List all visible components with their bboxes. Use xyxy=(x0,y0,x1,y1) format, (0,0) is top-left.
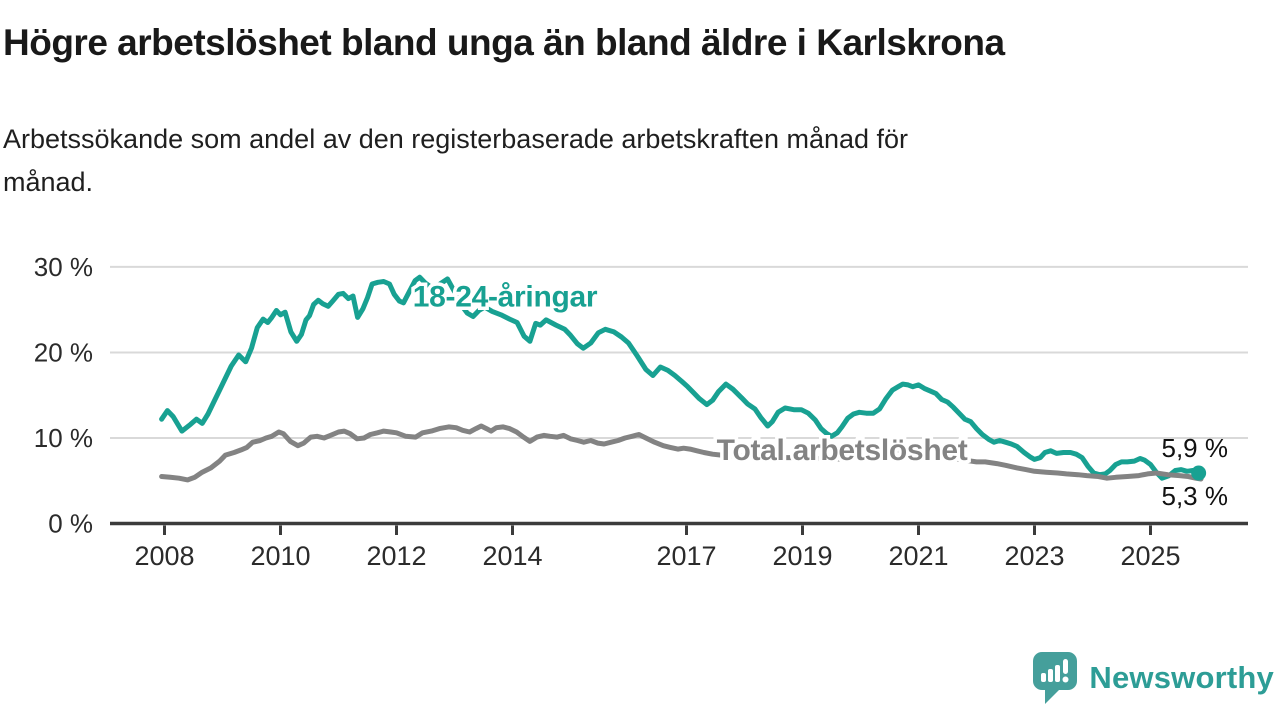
series-line-total xyxy=(159,423,1204,483)
series-end-dot xyxy=(1191,465,1207,481)
x-tick-label: 2012 xyxy=(366,541,426,571)
x-tick-label: 2021 xyxy=(888,541,948,571)
newsworthy-logo-icon xyxy=(1033,652,1078,704)
chart-subtitle: Arbetssökande som andel av den registerb… xyxy=(3,124,909,198)
x-tick-label: 2008 xyxy=(134,541,194,571)
brand-name: Newsworthy xyxy=(1089,660,1274,695)
x-tick-label: 2025 xyxy=(1120,541,1180,571)
exclamation-bar xyxy=(1063,659,1069,674)
exclamation-dot xyxy=(1062,676,1069,683)
x-tick-label: 2019 xyxy=(772,541,832,571)
y-tick-label: 10 % xyxy=(34,423,93,453)
y-tick-label: 0 % xyxy=(48,509,93,539)
end-value-label-total: 5,3 % xyxy=(1162,481,1229,511)
y-tick-label: 30 % xyxy=(34,252,93,282)
page-title: Högre arbetslöshet bland unga än bland ä… xyxy=(3,22,1005,63)
newsworthy-brand: Newsworthy xyxy=(1033,652,1274,704)
bar-1 xyxy=(1041,673,1047,682)
bar-3 xyxy=(1055,665,1061,682)
end-value-label-youth: 5,9 % xyxy=(1162,433,1229,463)
series-label-youth: 18-24-åringar xyxy=(413,281,598,314)
series-line-youth xyxy=(159,274,1202,481)
bar-2 xyxy=(1048,669,1054,682)
series-label-total: Total arbetslöshet xyxy=(717,434,968,467)
y-tick-label: 20 % xyxy=(34,337,93,367)
x-tick-label: 2023 xyxy=(1004,541,1064,571)
x-tick-label: 2014 xyxy=(482,541,542,571)
x-tick-label: 2010 xyxy=(250,541,310,571)
x-tick-label: 2017 xyxy=(656,541,716,571)
